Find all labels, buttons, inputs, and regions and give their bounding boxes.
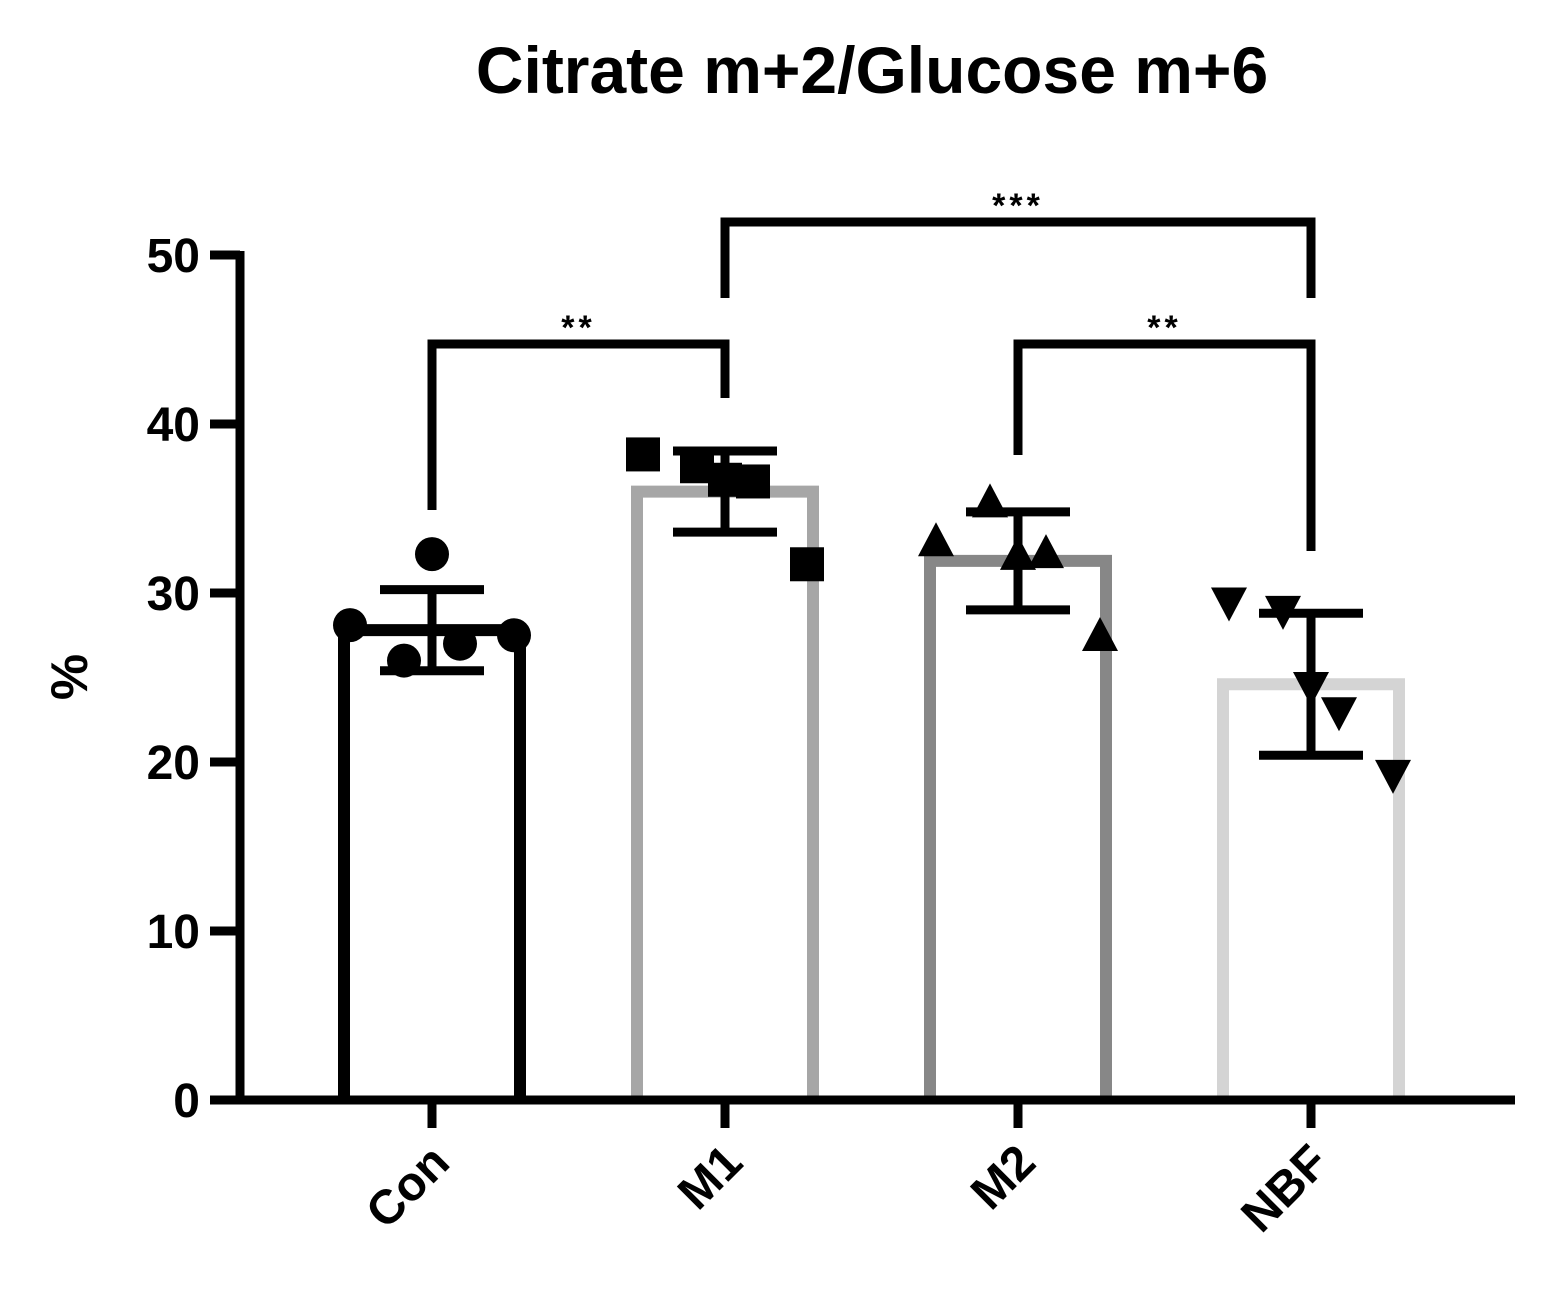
data-point-m2: [972, 483, 1008, 518]
data-point-m1: [736, 464, 770, 499]
y-tick-label: 10: [147, 906, 200, 959]
data-point-m2: [1082, 616, 1118, 651]
y-tick-label: 20: [147, 737, 200, 790]
significance-bracket: [720, 217, 1316, 298]
bar-m2: [924, 554, 1112, 1100]
y-tick-label: 0: [173, 1075, 200, 1128]
data-point-con: [387, 643, 421, 678]
data-point-nbf: [1293, 671, 1329, 706]
data-point-nbf: [1375, 759, 1411, 794]
data-point-nbf: [1265, 595, 1301, 630]
y-axis-label: %: [41, 654, 99, 700]
data-point-m2: [1000, 535, 1036, 570]
data-point-nbf: [1211, 587, 1247, 622]
data-point-m2: [1028, 534, 1064, 569]
data-point-nbf: [1321, 697, 1357, 732]
bar-m1: [631, 485, 819, 1100]
y-tick-label: 30: [147, 568, 200, 621]
chart-title: Citrate m+2/Glucose m+6: [476, 33, 1268, 107]
data-point-con: [443, 626, 477, 661]
significance-bracket: [427, 339, 730, 510]
data-point-m1: [790, 547, 824, 582]
data-point-con: [415, 537, 449, 572]
x-tick-label-m1: M1: [668, 1135, 753, 1220]
data-point-con: [333, 608, 367, 643]
x-tick-label-con: Con: [356, 1135, 459, 1238]
significance-label: **: [561, 309, 595, 347]
significance-label: **: [1147, 309, 1181, 347]
bar-con: [338, 624, 526, 1100]
x-tick-label-m2: M2: [961, 1135, 1046, 1220]
y-tick-label: 50: [147, 230, 200, 283]
significance-label: ***: [992, 187, 1044, 225]
data-point-con: [497, 618, 531, 653]
significance-bracket: [1013, 339, 1316, 551]
x-tick-label-nbf: NBF: [1232, 1135, 1339, 1242]
y-tick-label: 40: [147, 399, 200, 452]
data-point-m2: [918, 522, 954, 557]
data-point-m1: [626, 437, 660, 472]
